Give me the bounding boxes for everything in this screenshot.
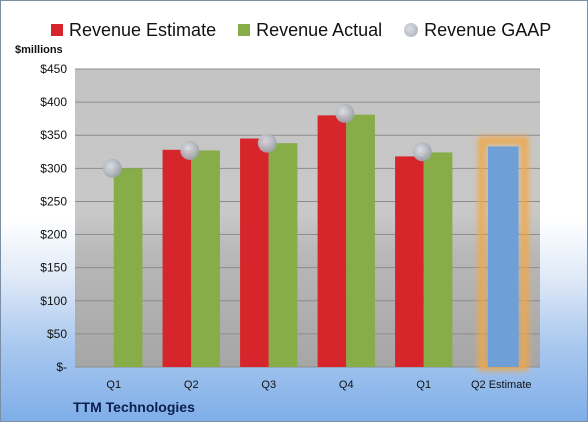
y-tick-label: $- bbox=[56, 360, 67, 374]
legend-swatch-actual bbox=[238, 24, 251, 36]
legend-item-revenue-gaap: Revenue GAAP bbox=[404, 20, 551, 41]
x-tick-label: Q1 bbox=[106, 379, 121, 391]
legend-item-revenue-actual: Revenue Actual bbox=[238, 20, 382, 41]
y-tick-label: $100 bbox=[40, 294, 67, 308]
legend: Revenue Estimate Revenue Actual Revenue … bbox=[51, 17, 551, 43]
x-tick-label: Q1 bbox=[416, 379, 431, 391]
marker-revenue-gaap bbox=[180, 140, 200, 160]
y-axis-unit-label: $millions bbox=[15, 44, 63, 56]
bar-revenue-actual bbox=[423, 152, 453, 367]
bar-revenue-actual bbox=[113, 168, 143, 367]
bar-revenue-estimate bbox=[162, 149, 192, 367]
x-tick-label: Q2 bbox=[184, 379, 199, 391]
marker-revenue-gaap bbox=[257, 133, 277, 153]
bar-revenue-actual bbox=[191, 150, 220, 367]
bar-revenue-estimate bbox=[240, 138, 269, 367]
marker-revenue-gaap bbox=[412, 142, 432, 162]
marker-revenue-gaap bbox=[335, 103, 355, 123]
marker-revenue-gaap bbox=[102, 158, 122, 178]
bar-revenue-estimate bbox=[317, 115, 347, 367]
y-tick-label: $300 bbox=[40, 161, 67, 175]
y-tick-labels: $- $50 $100 $150 $200 $250 $300 $350 $400 $450 bbox=[40, 62, 67, 374]
y-tick-label: $450 bbox=[40, 62, 67, 76]
legend-item-revenue-estimate: Revenue Estimate bbox=[51, 20, 216, 41]
bar-revenue-actual bbox=[268, 143, 298, 367]
x-tick-label: Q4 bbox=[339, 379, 354, 391]
legend-label-actual: Revenue Actual bbox=[256, 19, 383, 40]
y-tick-label: $350 bbox=[40, 128, 67, 142]
gaap-markers bbox=[102, 103, 432, 178]
y-tick-label: $150 bbox=[40, 261, 67, 275]
x-tick-label: Q2 Estimate bbox=[471, 379, 532, 391]
gridlines bbox=[75, 68, 540, 368]
legend-label-gaap: Revenue GAAP bbox=[424, 19, 552, 40]
bar-revenue-actual bbox=[346, 114, 375, 368]
y-tick-label: $250 bbox=[40, 194, 67, 208]
x-tick-labels: Q1 Q2 Q3 Q4 Q1 Q2 Estimate bbox=[106, 379, 531, 391]
y-tick-label: $200 bbox=[40, 228, 67, 242]
y-tick-label: $400 bbox=[40, 95, 67, 109]
y-tick-label: $50 bbox=[47, 327, 67, 341]
plot-area bbox=[75, 69, 540, 367]
legend-marker-gaap bbox=[404, 23, 419, 37]
legend-swatch-estimate bbox=[51, 24, 63, 36]
x-tick-label: Q3 bbox=[261, 379, 276, 391]
bar-revenue-estimate bbox=[395, 156, 424, 367]
bar-revenue-estimate-forecast bbox=[487, 146, 519, 367]
bars bbox=[113, 114, 529, 371]
legend-label-estimate: Revenue Estimate bbox=[69, 19, 217, 40]
company-name: TTM Technologies bbox=[73, 399, 195, 415]
